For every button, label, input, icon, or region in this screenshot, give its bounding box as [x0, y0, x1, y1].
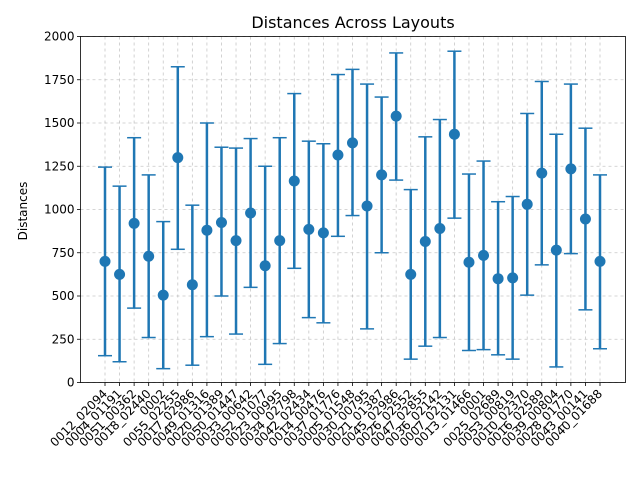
data-point	[317, 227, 329, 239]
data-point	[434, 223, 446, 235]
data-point	[99, 255, 111, 267]
data-point	[172, 152, 184, 164]
data-point	[128, 217, 140, 229]
y-tick-label: 500	[52, 289, 75, 303]
data-point	[390, 110, 402, 122]
data-point	[230, 235, 242, 247]
data-point	[201, 224, 213, 236]
data-point	[186, 279, 198, 291]
y-tick-label: 1500	[44, 116, 75, 130]
data-point	[405, 268, 417, 280]
data-point	[419, 236, 431, 248]
x-axis: 0012_020940004_011910051_003620018_02440…	[47, 382, 605, 449]
data-point	[157, 289, 169, 301]
data-point	[332, 149, 344, 161]
y-tick-label: 1750	[44, 73, 75, 87]
data-point	[463, 256, 475, 268]
data-point	[361, 200, 373, 212]
data-point	[536, 167, 548, 179]
y-tick-label: 2000	[44, 30, 75, 44]
data-point	[492, 273, 504, 285]
data-point	[215, 216, 227, 228]
data-point	[507, 272, 519, 284]
y-tick-label: 250	[52, 332, 75, 346]
data-layer	[98, 50, 607, 370]
y-tick-label: 0	[67, 376, 75, 390]
y-tick-label: 750	[52, 246, 75, 260]
data-point	[143, 250, 155, 262]
data-point	[550, 244, 562, 256]
y-axis-label: Distances	[16, 182, 30, 241]
data-point	[303, 223, 315, 235]
y-tick-label: 1250	[44, 159, 75, 173]
data-point	[478, 249, 490, 261]
data-point	[376, 169, 388, 181]
chart-title: Distances Across Layouts	[251, 13, 454, 32]
data-point	[259, 260, 271, 272]
data-point	[347, 137, 358, 149]
data-point	[594, 255, 606, 267]
data-point	[579, 213, 591, 225]
data-point	[288, 175, 300, 187]
data-point	[245, 207, 257, 219]
data-point	[565, 163, 577, 175]
data-point	[521, 198, 533, 210]
data-point	[448, 128, 460, 140]
y-axis: 0 250 500 750 1000 1250 1500 1750 2000	[44, 30, 81, 390]
data-point	[274, 235, 286, 247]
data-point	[114, 268, 126, 280]
y-tick-label: 1000	[44, 203, 75, 217]
